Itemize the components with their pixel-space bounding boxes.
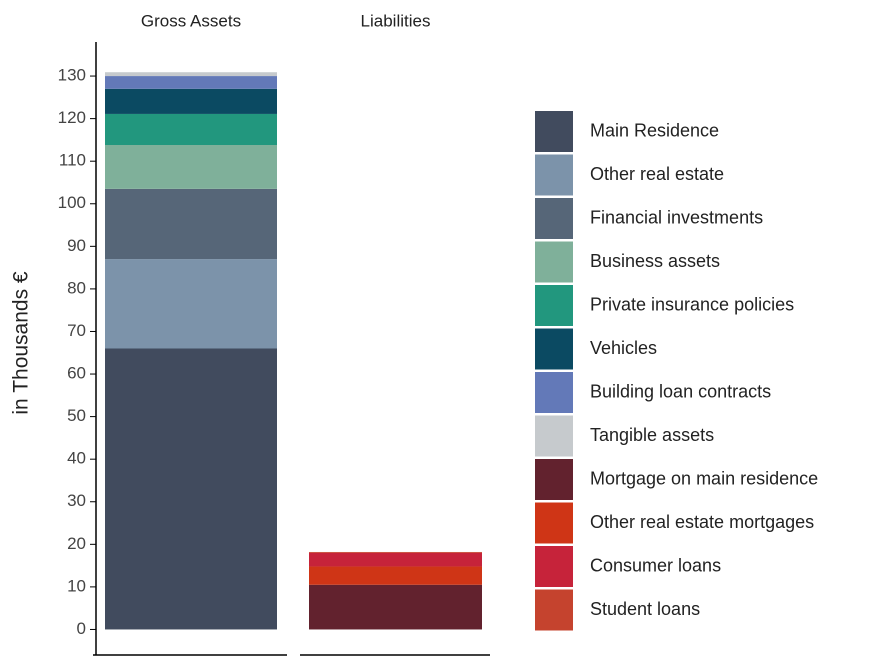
legend-key — [535, 328, 573, 370]
legend-key — [535, 546, 573, 587]
legend-key — [535, 459, 573, 500]
bar-segment — [105, 72, 277, 77]
y-tick-label: 70 — [67, 321, 86, 340]
legend-label: Building loan contracts — [590, 381, 771, 401]
bar-segment — [105, 88, 277, 114]
facet-label: Liabilities — [361, 11, 431, 30]
legend-key — [535, 154, 573, 196]
legend-label: Other real estate — [590, 164, 724, 184]
bar-segment — [309, 584, 482, 630]
y-tick-label: 80 — [67, 278, 86, 297]
bar-segment — [105, 76, 277, 89]
bar-segment — [309, 566, 482, 585]
y-tick-label: 50 — [67, 406, 86, 425]
legend-label: Business assets — [590, 251, 720, 271]
y-tick-label: 130 — [58, 66, 86, 85]
legend-label: Private insurance policies — [590, 294, 794, 314]
legend-key — [535, 372, 573, 413]
legend-label: Financial investments — [590, 207, 763, 227]
y-tick-label: 30 — [67, 491, 86, 510]
bar-segment — [105, 188, 277, 260]
y-tick-label: 100 — [58, 193, 86, 212]
facet-label: Gross Assets — [141, 11, 241, 30]
legend-label: Consumer loans — [590, 555, 721, 575]
y-tick-label: 60 — [67, 364, 86, 383]
legend-key — [535, 589, 573, 631]
bar-segment — [105, 113, 277, 146]
bar-segment — [309, 552, 482, 567]
bar-segment — [105, 145, 277, 189]
y-tick-label: 110 — [59, 151, 86, 170]
bar-segment — [105, 259, 277, 349]
bar-segment — [309, 551, 482, 553]
legend-label: Tangible assets — [590, 425, 714, 445]
legend-key — [535, 198, 573, 239]
legend-label: Student loans — [590, 599, 700, 619]
y-tick-label: 40 — [67, 449, 86, 468]
bar-segment — [105, 348, 277, 630]
legend-key — [535, 285, 573, 326]
legend-label: Mortgage on main residence — [590, 468, 818, 488]
legend-label: Other real estate mortgages — [590, 512, 814, 532]
legend-label: Main Residence — [590, 120, 719, 140]
legend-key — [535, 111, 573, 152]
y-tick-label: 20 — [67, 534, 86, 553]
y-tick-label: 90 — [67, 236, 86, 255]
legend-key — [535, 415, 573, 457]
y-tick-label: 10 — [67, 576, 86, 595]
legend-key — [535, 502, 573, 544]
y-tick-label: 120 — [58, 108, 86, 127]
y-axis-title: in Thousands € — [10, 271, 33, 415]
y-tick-label: 0 — [77, 619, 86, 638]
legend-label: Vehicles — [590, 338, 657, 358]
legend-key — [535, 241, 573, 283]
